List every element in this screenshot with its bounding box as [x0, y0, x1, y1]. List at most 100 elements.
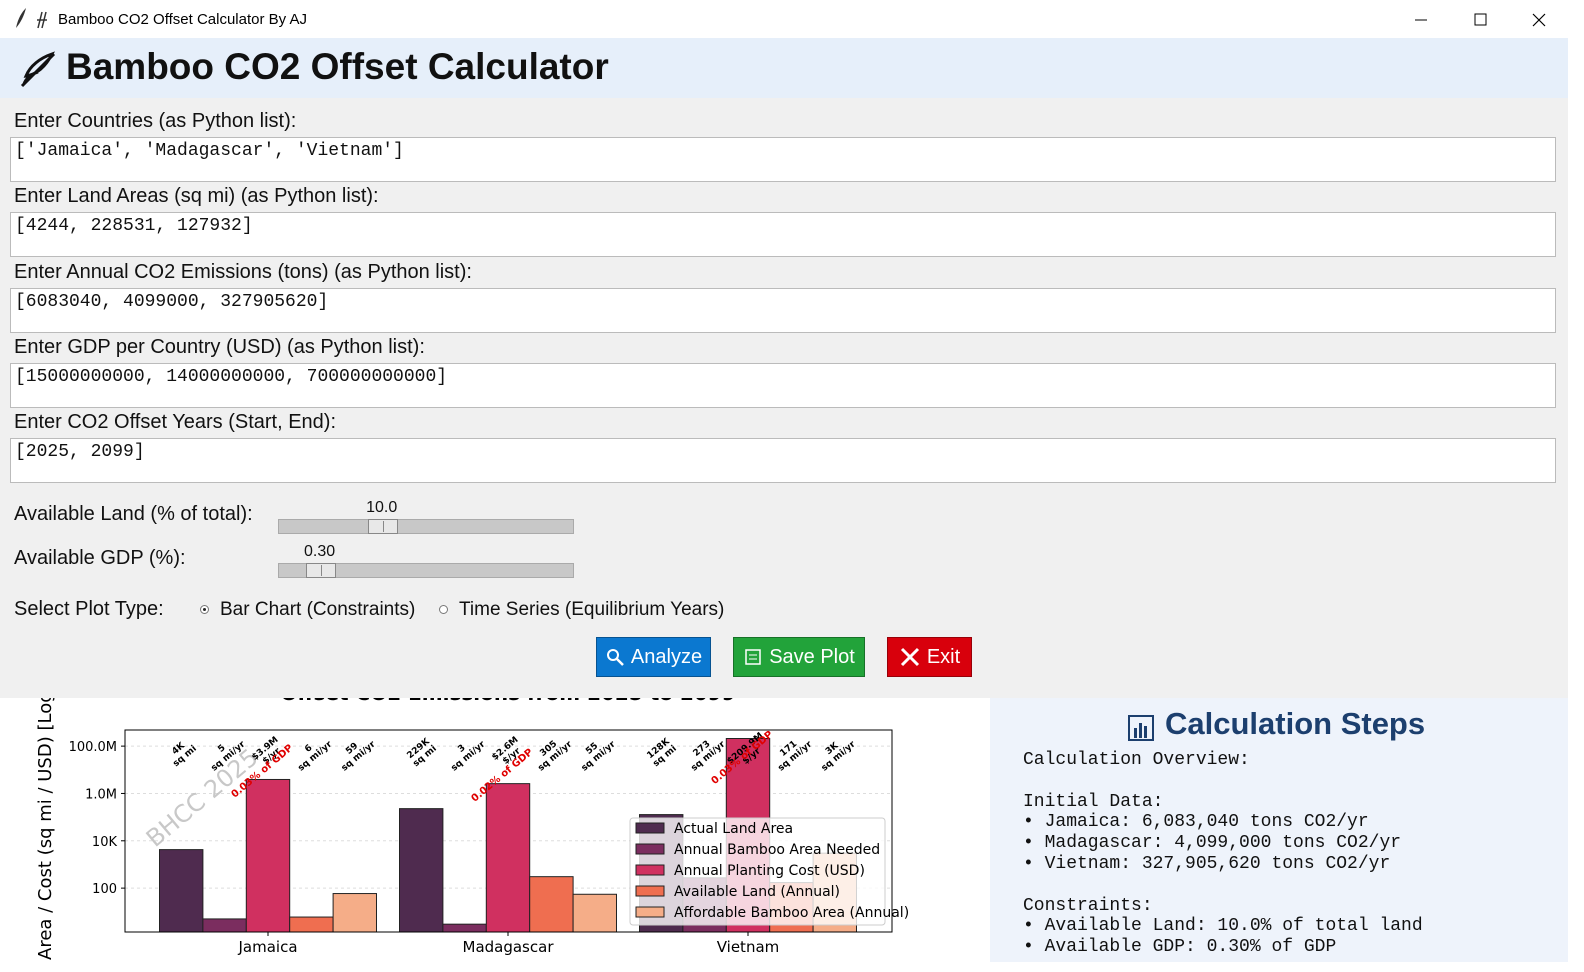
window-title: Bamboo CO2 Offset Calculator By AJ: [58, 11, 308, 28]
slider-value: 0.30: [304, 543, 336, 560]
slider-thumb[interactable]: [367, 519, 398, 534]
app-window: Bamboo CO2 Offset Calculator By AJ Bambo…: [0, 0, 1568, 962]
bar: [202, 918, 247, 933]
chart-icon: [1128, 715, 1154, 741]
watermark: BHCC 2025: [141, 743, 264, 852]
button-icon: [743, 647, 763, 667]
steps-panel: Calculation Steps Calculation Overview: I…: [990, 698, 1568, 962]
bar: [159, 849, 204, 933]
title-bar: Bamboo CO2 Offset Calculator By AJ: [0, 0, 1568, 38]
steps-text: Calculation Overview: Initial Data: • Jama…: [1023, 750, 1423, 958]
slider-label: Available GDP (%):: [14, 547, 186, 569]
steps-line: • Vietnam: 327,905,620 tons CO2/yr: [1023, 853, 1391, 874]
legend-label: Available Land (Annual): [674, 884, 840, 900]
bar: [399, 808, 444, 933]
y-tick-label: 10K: [92, 835, 118, 850]
close[interactable]: [1532, 13, 1546, 27]
leaf-icon: [20, 51, 56, 88]
button-label[interactable]: Save Plot: [769, 645, 855, 668]
maximize[interactable]: [1474, 13, 1487, 26]
text-input[interactable]: [6083040, 4099000, 327905620]: [10, 287, 1556, 333]
slider-value: 10.0: [366, 499, 398, 516]
chart-title: Offset CO2 Emissions from 2025 to 2099: [280, 698, 735, 705]
legend-swatch: [635, 906, 665, 918]
app-icon: [16, 8, 47, 29]
plot-type-label: Select Plot Type:: [14, 598, 164, 620]
legend-label: Annual Bamboo Area Needed: [674, 842, 880, 858]
value-label: 6sq mi/yr: [290, 732, 335, 774]
legend-label: Annual Planting Cost (USD): [674, 863, 865, 879]
bar: [442, 923, 487, 933]
value-label: 4Ksq mi: [165, 736, 199, 769]
steps-line: • Madagascar: 4,099,000 tons CO2/yr: [1023, 833, 1402, 854]
chart: Offset CO2 Emissions from 2025 to 2099 Ar…: [0, 698, 990, 962]
bar: [529, 876, 574, 933]
value-label: 273sq mi/yr: [683, 732, 728, 774]
bar: [289, 916, 334, 933]
steps-line: • Available GDP: 0.30% of GDP: [1023, 937, 1337, 958]
x-tick-label: Vietnam: [717, 938, 780, 956]
steps-line: [1023, 875, 1423, 896]
button-label[interactable]: Exit: [926, 645, 961, 668]
value-label: 305sq mi/yr: [530, 732, 575, 774]
radio-button[interactable]: [200, 605, 209, 614]
x-tick-label: Madagascar: [463, 938, 555, 956]
legend-label: Affordable Bamboo Area (Annual): [674, 905, 909, 921]
bar: [572, 893, 617, 933]
field-label: Enter GDP per Country (USD) (as Python l…: [14, 335, 425, 358]
slider[interactable]: [278, 563, 574, 578]
text-input[interactable]: ['Jamaica', 'Madagascar', 'Vietnam']: [10, 137, 1556, 182]
text-input[interactable]: [15000000000, 14000000000, 700000000000]: [10, 362, 1556, 408]
steps-line: Calculation Overview:: [1023, 750, 1250, 770]
value-label: 55sq mi/yr: [573, 732, 618, 774]
steps-line: • Available Land: 10.0% of total land: [1023, 916, 1423, 937]
value-label: 171sq mi/yr: [770, 732, 815, 774]
x-tick-label: Jamaica: [237, 938, 297, 956]
steps-title: Calculation Steps: [1165, 706, 1426, 741]
legend-label: Actual Land Area: [674, 821, 793, 837]
steps-line: • Jamaica: 6,083,040 tons CO2/yr: [1023, 812, 1369, 833]
y-tick-label: 100: [92, 882, 117, 897]
button-icon: [899, 646, 921, 668]
field-label: Enter Annual CO2 Emissions (tons) (as Py…: [14, 260, 472, 283]
header-title: Bamboo CO2 Offset Calculator: [66, 46, 609, 87]
steps-line: Initial Data:: [1023, 791, 1164, 812]
steps-line: Constraints:: [1023, 895, 1153, 916]
y-tick-label: 100.0M: [69, 740, 117, 755]
field-label: Enter Countries (as Python list):: [14, 110, 297, 132]
button[interactable]: Save Plot: [733, 637, 865, 677]
legend-swatch: [635, 822, 665, 834]
y-axis-label: Area / Cost (sq mi / USD) [Log: [35, 698, 56, 960]
value-label: 128Ksq mi: [645, 736, 679, 769]
button-icon: [605, 647, 625, 667]
slider-thumb[interactable]: [305, 563, 336, 578]
header: Bamboo CO2 Offset Calculator: [0, 38, 1568, 98]
radio-label[interactable]: Bar Chart (Constraints): [220, 599, 416, 620]
value-label: 3Ksq mi/yr: [813, 732, 858, 774]
bar: [485, 783, 531, 933]
steps-line: [1023, 771, 1423, 792]
bar: [245, 778, 291, 933]
legend-swatch: [635, 843, 665, 855]
legend-swatch: [635, 885, 665, 897]
slider-label: Available Land (% of total):: [14, 503, 253, 525]
value-label: 3sq mi/yr: [443, 732, 488, 774]
radio-button[interactable]: [439, 605, 448, 614]
y-tick-label: 1.0M: [85, 787, 117, 802]
text-input[interactable]: [2025, 2099]: [10, 438, 1556, 484]
button-label[interactable]: Analyze: [630, 645, 703, 668]
legend-swatch: [635, 864, 665, 876]
button[interactable]: Analyze: [596, 637, 711, 677]
field-label: Enter CO2 Offset Years (Start, End):: [14, 411, 337, 434]
slider[interactable]: [278, 519, 574, 534]
legend: [629, 817, 886, 926]
text-input[interactable]: [4244, 228531, 127932]: [10, 212, 1556, 258]
bar: [332, 893, 378, 933]
window-controls: [1415, 13, 1546, 27]
value-label: 229Ksq mi: [405, 736, 439, 769]
plot-frame: [124, 729, 893, 933]
value-label: 59sq mi/yr: [333, 732, 378, 774]
field-label: Enter Land Areas (sq mi) (as Python list…: [14, 185, 379, 208]
radio-label[interactable]: Time Series (Equilibrium Years): [459, 599, 725, 620]
button[interactable]: Exit: [887, 637, 972, 677]
